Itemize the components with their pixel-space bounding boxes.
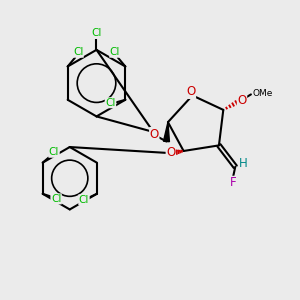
Text: Cl: Cl <box>105 98 116 108</box>
Text: O: O <box>166 146 176 159</box>
Text: Cl: Cl <box>49 147 59 157</box>
Text: O: O <box>237 94 247 107</box>
Text: H: H <box>239 157 248 170</box>
Text: OMe: OMe <box>252 89 273 98</box>
Text: Cl: Cl <box>110 47 120 57</box>
Text: Cl: Cl <box>91 28 102 38</box>
Text: O: O <box>186 85 196 98</box>
Text: Cl: Cl <box>51 194 61 204</box>
Polygon shape <box>164 122 169 142</box>
Text: F: F <box>230 176 237 189</box>
Text: O: O <box>150 128 159 140</box>
Text: Cl: Cl <box>79 195 89 205</box>
Text: Cl: Cl <box>73 47 83 57</box>
